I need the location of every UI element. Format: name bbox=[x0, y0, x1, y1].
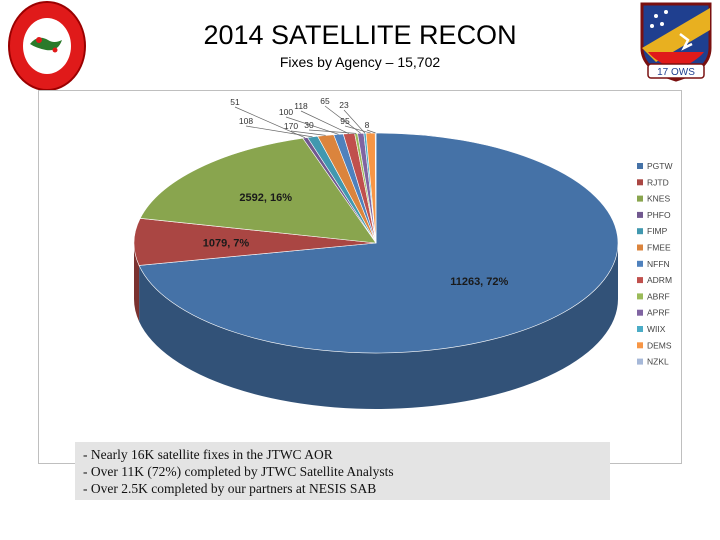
data-label-fmee: 170 bbox=[284, 121, 298, 131]
data-label-dems: 95 bbox=[340, 116, 350, 126]
legend-swatch-pgtw bbox=[637, 163, 643, 169]
legend-swatch-adrm bbox=[637, 277, 643, 284]
label-leader-line bbox=[343, 109, 366, 134]
legend-label-phfo: PHFO bbox=[647, 210, 671, 220]
legend-swatch-knes bbox=[637, 195, 643, 202]
pie-slice-side-pgtw bbox=[139, 243, 618, 409]
pie-chart: 11263, 72% 1079, 7% 2592, 16% 51 108 170 10011… bbox=[133, 96, 673, 409]
data-label-wiix: 23 bbox=[339, 100, 349, 110]
legend-swatch-fmee bbox=[637, 244, 643, 251]
label-leader-line bbox=[300, 110, 350, 135]
legend-label-abrf: ABRF bbox=[647, 291, 670, 301]
legend-label-dems: DEMS bbox=[647, 340, 672, 350]
pie-slice-knes bbox=[139, 137, 377, 244]
data-label-rjtd: 1079, 7% bbox=[203, 237, 250, 249]
legend-swatch-aprf bbox=[637, 309, 643, 316]
legend-swatch-fimp bbox=[637, 228, 643, 235]
label-leader-line bbox=[344, 125, 371, 134]
legend-label-nffn: NFFN bbox=[647, 259, 670, 269]
chart-subtitle: Fixes by Agency – 15,702 bbox=[279, 54, 441, 70]
note-line: - Over 2.5K completed by our partners at… bbox=[83, 481, 377, 496]
patch-text: 17 OWS bbox=[657, 67, 695, 78]
data-label-adrm: 118 bbox=[294, 101, 308, 111]
legend-swatch-wiix bbox=[637, 326, 643, 332]
label-leader-line bbox=[234, 106, 306, 139]
note-line: - Over 11K (72%) completed by JTWC Satel… bbox=[83, 464, 394, 479]
legend-label-adrm: ADRM bbox=[647, 275, 672, 285]
note-line: - Nearly 16K satellite fixes in the JTWC… bbox=[83, 447, 333, 462]
legend-swatch-rjtd bbox=[637, 179, 643, 186]
data-label-fimp: 108 bbox=[239, 116, 253, 126]
notes-box: - Nearly 16K satellite fixes in the JTWC… bbox=[75, 442, 610, 500]
legend-swatch-nzkl bbox=[637, 358, 643, 365]
legend-label-aprf: APRF bbox=[647, 308, 670, 318]
jtwc-seal-icon bbox=[6, 0, 88, 97]
data-label-nffn: 100 bbox=[279, 107, 293, 117]
legend-label-wiix: WIIX bbox=[647, 324, 666, 334]
data-label-aprf: 65 bbox=[320, 96, 330, 106]
pie-slice-rjtd bbox=[133, 218, 377, 266]
17-ows-patch-icon: 17 OWS bbox=[636, 0, 716, 87]
data-label-nzkl: 8 bbox=[365, 120, 370, 130]
legend-label-knes: KNES bbox=[647, 194, 670, 204]
legend-label-rjtd: RJTD bbox=[647, 177, 669, 187]
chart-area: 11263, 72% 1079, 7% 2592, 16% 51 108 170 100 11… bbox=[38, 90, 682, 464]
label-leader-line bbox=[290, 130, 326, 136]
pie-slice-pgtw bbox=[138, 132, 619, 354]
label-leader-line bbox=[366, 129, 376, 134]
data-label-phfo: 51 bbox=[230, 97, 240, 107]
legend-swatch-nffn bbox=[637, 260, 643, 267]
legend-swatch-phfo bbox=[637, 211, 643, 218]
page-title: 2014 SATELLITE RECON bbox=[203, 20, 517, 50]
legend-swatch-dems bbox=[637, 342, 643, 349]
legend-label-pgtw: PGTW bbox=[647, 161, 673, 171]
data-label-pgtw: 11263, 72% bbox=[450, 276, 508, 288]
data-label-knes: 2592, 16% bbox=[239, 192, 292, 204]
legend-label-nzkl: NZKL bbox=[647, 357, 669, 367]
legend-label-fmee: FMEE bbox=[647, 243, 671, 253]
data-label-abrf: 30 bbox=[304, 120, 314, 130]
label-leader-line bbox=[245, 125, 313, 138]
label-leader-line bbox=[308, 129, 357, 134]
legend-swatch-abrf bbox=[637, 293, 643, 300]
legend-label-fimp: FIMP bbox=[647, 226, 668, 236]
